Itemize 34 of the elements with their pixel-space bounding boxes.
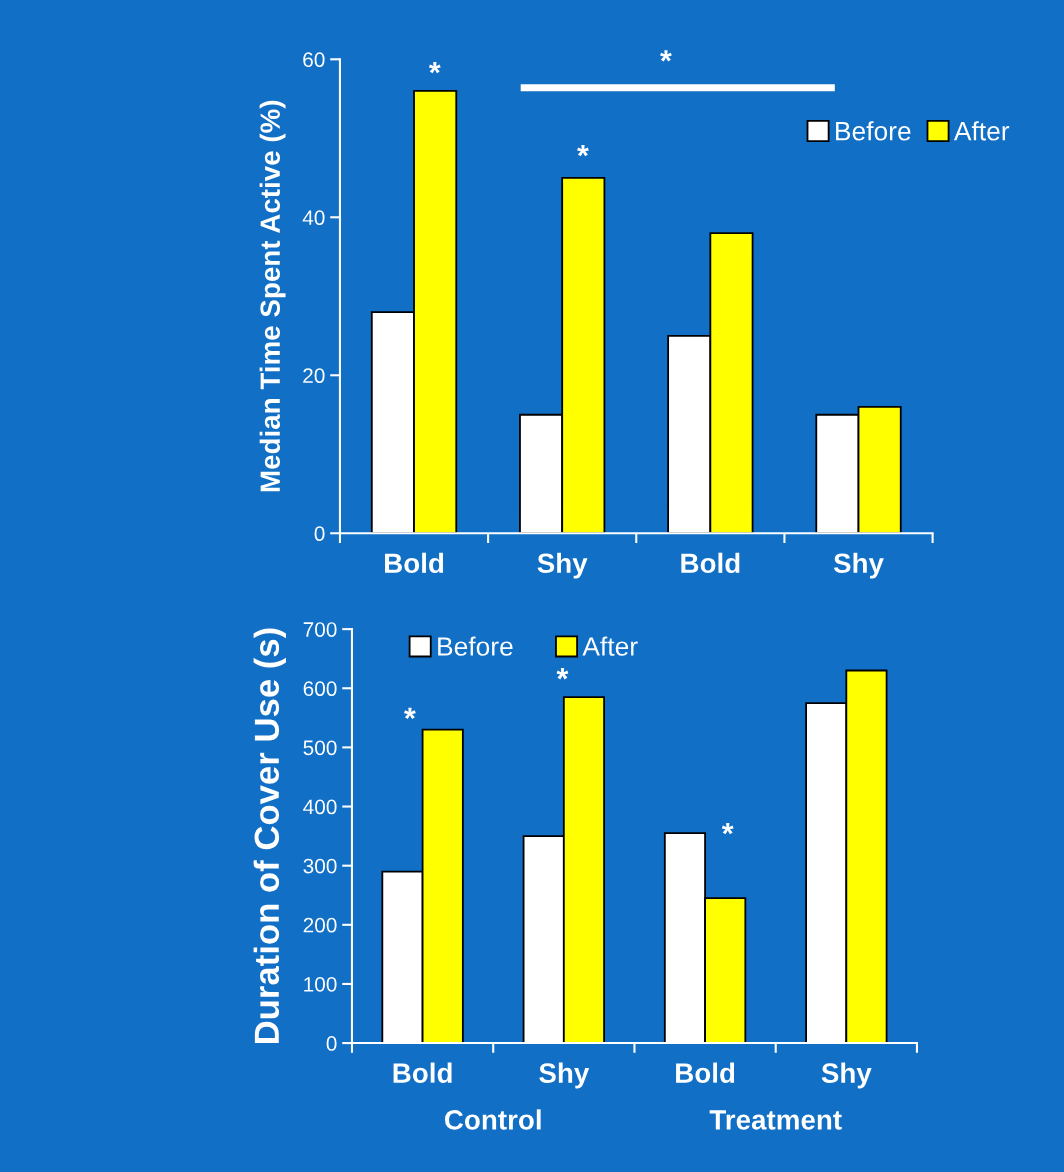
y-tick-label: 100 bbox=[304, 976, 337, 992]
annotation: * bbox=[660, 50, 672, 62]
x-tick-label: Bold bbox=[681, 552, 740, 574]
legend-label: Before bbox=[438, 636, 513, 656]
y-tick-label: 40 bbox=[302, 210, 325, 226]
y-tick-label: 300 bbox=[303, 858, 337, 874]
legend-label: Before bbox=[836, 121, 911, 141]
annotation: * bbox=[556, 668, 569, 680]
y-tick-label: 0 bbox=[326, 1036, 337, 1051]
y-tick-label: 400 bbox=[303, 799, 337, 815]
annotation: * bbox=[577, 144, 589, 157]
y-tick-label: 700 bbox=[303, 622, 337, 637]
x-tick-label: Bold bbox=[385, 552, 444, 574]
text: Treatment bbox=[709, 1110, 842, 1130]
y-axis-title: Median Time Spent Active (%) bbox=[259, 100, 286, 492]
y-tick-label: 200 bbox=[303, 917, 337, 933]
legend-label: After bbox=[953, 121, 1010, 141]
text: Control bbox=[444, 1109, 541, 1130]
y-tick-label: 20 bbox=[303, 368, 325, 384]
x-tick-label: Shy bbox=[539, 1062, 590, 1089]
x-tick-label: Bold bbox=[393, 1062, 452, 1083]
legend-label: After bbox=[582, 636, 638, 656]
annotation: * bbox=[404, 707, 416, 720]
y-tick-label: 60 bbox=[303, 52, 325, 68]
x-tick-label: Shy bbox=[537, 552, 588, 579]
x-tick-label: Shy bbox=[821, 1062, 872, 1089]
y-axis-title: Duration of Cover Use (s) bbox=[253, 628, 286, 1044]
x-tick-label: Shy bbox=[833, 552, 884, 579]
annotation: * bbox=[428, 61, 441, 74]
y-tick-label: 0 bbox=[314, 526, 325, 542]
y-tick-label: 500 bbox=[303, 740, 337, 756]
annotation: * bbox=[721, 822, 734, 835]
x-tick-label: Bold bbox=[676, 1062, 735, 1083]
y-tick-label: 600 bbox=[303, 681, 337, 697]
